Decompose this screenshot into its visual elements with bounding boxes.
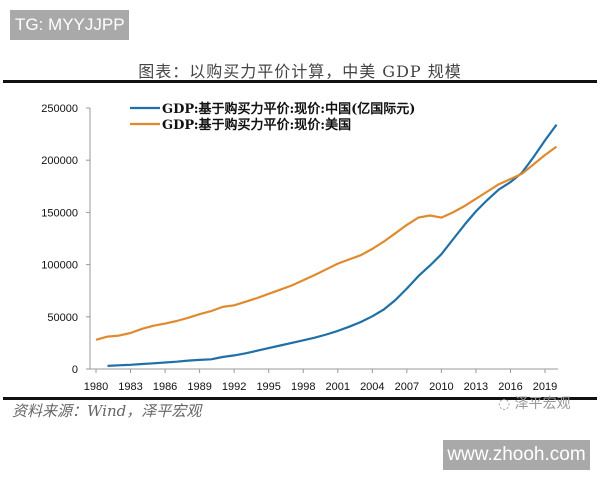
y-tick-label: 250000 xyxy=(41,103,78,115)
source-note: 资料来源：Wind，泽平宏观 xyxy=(12,402,202,420)
watermark-top: TG: MYYJJPP xyxy=(10,10,129,40)
x-tick-label: 1986 xyxy=(153,381,177,393)
wechat-icon: ◌ xyxy=(498,396,515,412)
y-tick-label: 100000 xyxy=(41,260,78,272)
chart-title: 图表：以购买力平价计算，中美 GDP 规模 xyxy=(138,62,462,81)
bottom-rule xyxy=(3,397,597,400)
legend: GDP:基于购买力平价:现价:中国(亿国际元)GDP:基于购买力平价:现价:美国 xyxy=(130,101,415,133)
x-tick-label: 2019 xyxy=(533,381,557,393)
series-lines xyxy=(95,124,558,367)
top-rule xyxy=(3,80,597,83)
brand-name: 泽平宏观 xyxy=(514,396,571,412)
x-tick-label: 1998 xyxy=(291,381,315,393)
x-tick-label: 2013 xyxy=(464,381,488,393)
y-axis: 0 50000 100000 150000 200000 250000 xyxy=(41,103,91,376)
x-tick-label: 2016 xyxy=(498,381,522,393)
x-tick-label: 1980 xyxy=(84,381,108,393)
y-tick-label: 50000 xyxy=(47,312,78,324)
series-line-0 xyxy=(107,124,558,367)
x-tick-label: 2004 xyxy=(360,381,384,393)
watermark-bottom: www.zhooh.com xyxy=(443,440,590,470)
series-line-1 xyxy=(95,145,558,341)
x-tick-label: 2001 xyxy=(326,381,350,393)
x-tick-label: 1983 xyxy=(118,381,142,393)
brand-logo: ◌ 泽平宏观 xyxy=(498,393,571,413)
x-tick-label: 1992 xyxy=(222,381,246,393)
x-tick-label: 1995 xyxy=(256,381,280,393)
y-tick-label: 200000 xyxy=(41,155,78,167)
x-tick-label: 1989 xyxy=(187,381,211,393)
x-axis: 1980 1983 1986 1989 1992 1995 1998 2001 2004 2007… xyxy=(84,368,558,393)
x-tick-label: 2010 xyxy=(429,381,453,393)
x-tick-label: 2007 xyxy=(395,381,419,393)
legend-label-1: GDP:基于购买力平价:现价:美国 xyxy=(162,117,351,133)
y-tick-label: 0 xyxy=(72,364,78,376)
legend-label-0: GDP:基于购买力平价:现价:中国(亿国际元) xyxy=(162,101,415,117)
y-tick-label: 150000 xyxy=(41,207,78,219)
